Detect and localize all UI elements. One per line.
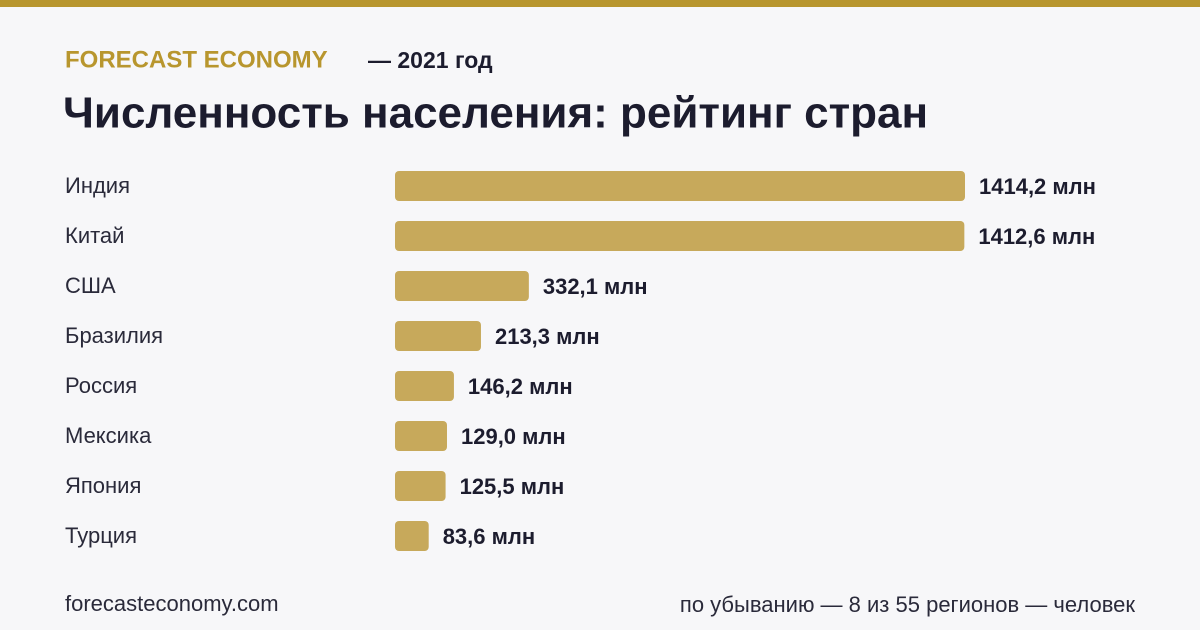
category-label: США [65,273,116,298]
category-label: Турция [65,523,137,548]
note: по убыванию — 8 из 55 регионов — человек [680,592,1135,617]
bar [395,471,446,501]
value-label: 332,1 млн [543,274,648,299]
bar [395,271,529,301]
bar [395,171,965,201]
chart-title: Численность населения: рейтинг стран [63,89,928,138]
bar [395,221,965,251]
category-label: Япония [65,473,141,498]
value-label: 125,5 млн [460,474,565,499]
category-label: Бразилия [65,323,163,348]
brand: FORECAST ECONOMY [65,46,328,73]
bar [395,421,447,451]
bar [395,521,429,551]
value-label: 83,6 млн [443,524,535,549]
category-label: Россия [65,373,137,398]
top-stripe [0,0,1200,7]
value-label: 146,2 млн [468,374,573,399]
value-label: 1414,2 млн [979,174,1096,199]
value-label: 129,0 млн [461,424,566,449]
source: forecasteconomy.com [65,591,279,616]
category-label: Индия [65,173,130,198]
category-label: Китай [65,223,124,248]
subtitle: — 2021 год [368,47,493,73]
bar [395,371,454,401]
value-label: 1412,6 млн [978,224,1095,249]
category-label: Мексика [65,423,152,448]
value-label: 213,3 млн [495,324,600,349]
bar [395,321,481,351]
